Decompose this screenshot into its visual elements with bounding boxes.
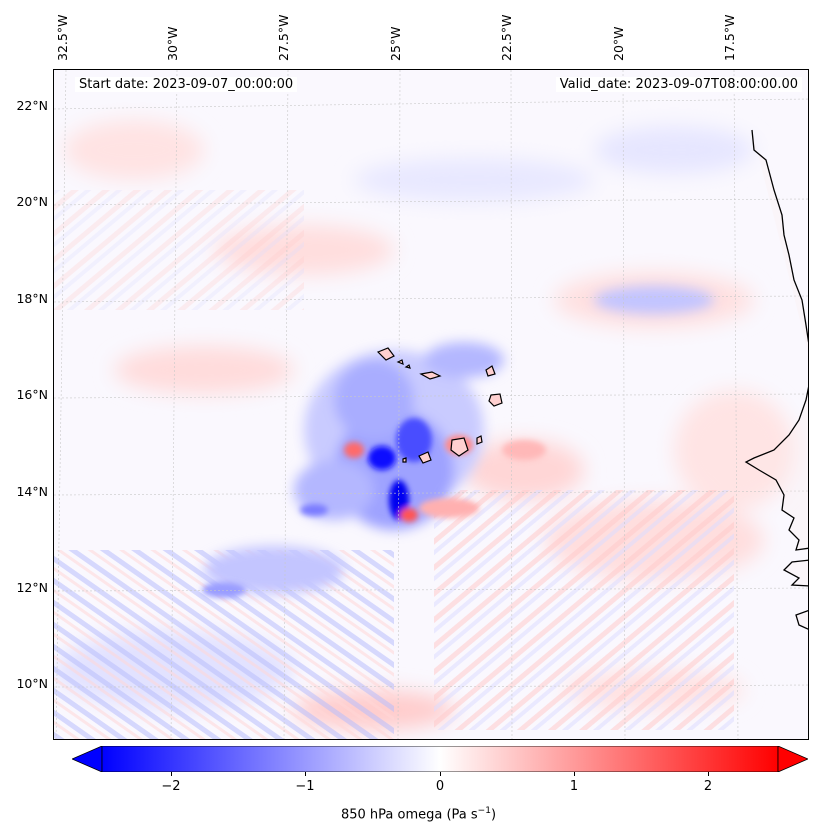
colorbar-min-extend <box>72 746 103 772</box>
lon-label-27-5w: 27.5°W <box>276 14 291 61</box>
lat-label-10n: 10°N <box>16 676 48 691</box>
colorbar-label-close: ) <box>490 807 497 823</box>
africa-coastline <box>744 129 808 630</box>
lat-label-12n: 12°N <box>16 580 48 595</box>
cb-tick-1: 1 <box>569 779 579 794</box>
cb-tick-mark-neg2 <box>171 772 172 776</box>
lat-label-16n: 16°N <box>16 387 48 402</box>
omega-field-map <box>54 70 808 739</box>
colorbar-gradient <box>101 746 779 772</box>
map-area[interactable]: Start date: 2023-09-07_00:00:00 Valid_da… <box>53 69 809 740</box>
strong-updrafts <box>202 418 546 598</box>
cb-tick-0: 0 <box>435 779 445 794</box>
colorbar-max-extend <box>777 746 808 772</box>
lon-label-32-5w: 32.5°W <box>55 14 70 61</box>
lat-label-18n: 18°N <box>16 291 48 306</box>
lat-label-22n: 22°N <box>16 98 48 113</box>
cb-tick-mark-0 <box>440 772 441 776</box>
start-date-label: Start date: 2023-09-07_00:00:00 <box>75 77 298 92</box>
colorbar-label: 850 hPa omega (Pa s−1) <box>0 806 837 822</box>
cb-tick-2: 2 <box>703 779 713 794</box>
cb-tick-neg2: −2 <box>161 779 181 794</box>
valid-date-label: Valid_date: 2023-09-07T08:00:00.00 <box>555 77 802 92</box>
colorbar-label-main: 850 hPa omega (Pa s <box>340 807 478 823</box>
lat-label-20n: 20°N <box>16 194 48 209</box>
lon-label-25w: 25°W <box>388 26 403 61</box>
lon-label-30w: 30°W <box>165 26 180 61</box>
cb-tick-mark-neg1 <box>305 772 306 776</box>
colorbar <box>72 746 808 772</box>
cape-verde-islands <box>376 347 503 464</box>
lat-label-14n: 14°N <box>16 484 48 499</box>
colorbar-label-exponent: −1 <box>477 806 491 816</box>
cb-tick-mark-1 <box>574 772 575 776</box>
cb-tick-neg1: −1 <box>295 779 315 794</box>
cb-tick-mark-2 <box>708 772 709 776</box>
graticule <box>54 70 808 739</box>
lon-label-22-5w: 22.5°W <box>499 14 514 61</box>
lon-label-20w: 20°W <box>611 26 626 61</box>
lon-label-17-5w: 17.5°W <box>722 14 737 61</box>
convective-region <box>204 286 714 594</box>
